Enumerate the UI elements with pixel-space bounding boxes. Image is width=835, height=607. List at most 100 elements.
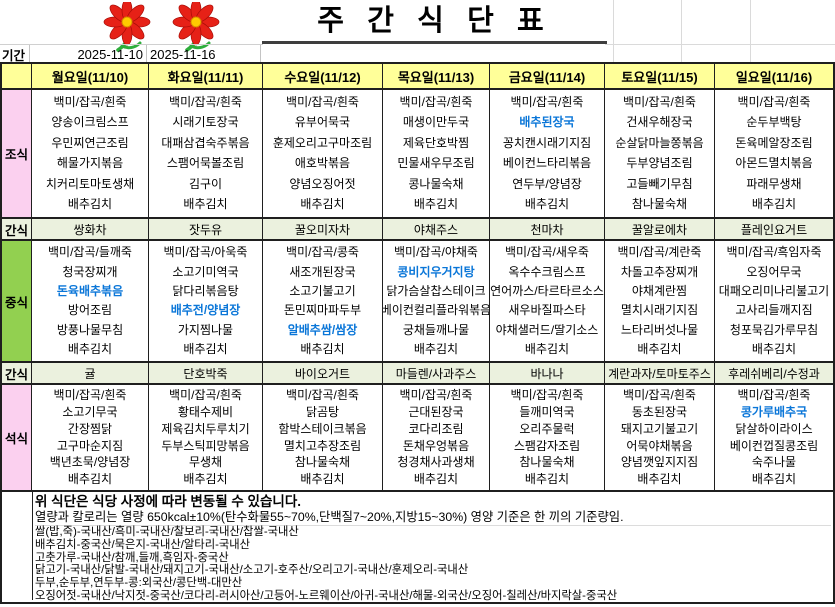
menu-item: 궁채들깨나물: [402, 322, 470, 337]
menu-item: 옥수수크림스프: [508, 264, 586, 279]
row-label: 간식: [2, 363, 32, 385]
menu-item: 참나물숙채: [631, 197, 688, 212]
menu-item: 무생채: [188, 455, 223, 470]
menu-item: 해물가지볶음: [56, 156, 124, 171]
menu-item: 배추김치: [300, 197, 345, 212]
menu-item: 베이컨느타리볶음: [502, 156, 592, 171]
menu-item: 소고기미역국: [172, 264, 239, 279]
menu-item: 백미/잡곡/흰죽: [737, 388, 811, 403]
menu-item: 황태수제비: [177, 404, 234, 419]
row-label: 조식: [2, 90, 32, 219]
table-corner-cell: [2, 64, 32, 90]
menu-cell: 백미/잡곡/흰죽 닭곰탕 함박스테이크볶음 멸치고추장조림 참나물숙채 배추김치: [263, 385, 383, 492]
menu-cell: 백미/잡곡/흰죽 매생이만두국 제육단호박찜 민물새우무조림 콩나물숙채 배추김치: [383, 90, 490, 219]
menu-item: 동초된장국: [631, 404, 688, 419]
menu-cell: 백미/잡곡/들깨죽 청국장찌개 돈육배추볶음 방어조림 방풍나물무침 배추김치: [32, 241, 149, 363]
gridline: [605, 44, 835, 45]
menu-item: 고들빼기무침: [626, 176, 693, 191]
menu-item: 야채샐러드/딸기소스: [495, 322, 599, 337]
menu-cell: 백미/잡곡/흰죽 들깨미역국 오리주물럭 스팸감자조림 참나물숙채 배추김치: [490, 385, 605, 492]
menu-item: 배추김치: [524, 197, 570, 212]
menu-item: 배추전/양념장: [170, 303, 241, 318]
origin-list: 쌀(밥,죽)-국내산/흑미-국내산/찰보리-국내산/찹쌀-국내산 배추김치-중국산…: [35, 526, 833, 603]
period-start-date: 2025-11-10: [30, 45, 147, 63]
menu-item: 백미/잡곡/흰죽: [53, 94, 127, 109]
menu-item: 양송이크림스프: [51, 115, 129, 130]
menu-item: 순살닭마늘쫑볶음: [615, 135, 704, 150]
origin-line: 두부,순두부,연두부-콩:외국산/콩단백-대만산: [35, 577, 243, 590]
menu-item: 두부양념조림: [626, 156, 693, 171]
menu-item: 배추김치: [413, 472, 459, 487]
menu-item: 닭곰탕: [305, 404, 340, 419]
menu-item: 시래기토장국: [172, 115, 239, 130]
menu-item: 방풍나물무침: [56, 322, 124, 337]
nutrition-text: 열량과 칼로리는 열량 650kcal±10%(탄수화물55~70%,단백질7~…: [35, 510, 831, 526]
snack-cell: 바나나: [490, 363, 605, 385]
menu-item: 야채계란찜: [631, 284, 688, 299]
label-column-divider: [32, 492, 33, 600]
origin-line: 쌀(밥,죽)-국내산/흑미-국내산/찰보리-국내산/찹쌀-국내산: [35, 526, 299, 538]
snack-cell: 꿀알로에차: [605, 219, 715, 241]
menu-cell: 백미/잡곡/야채죽 콩비지우거지탕 닭가슴살찹스테이크 베이컨컬리플라워볶음 궁채들깨나…: [383, 241, 490, 363]
menu-item: 간장찜닭: [67, 421, 113, 436]
menu-item: 닭다리볶음탕: [172, 284, 239, 299]
menu-item: 청경채사과생채: [397, 455, 475, 470]
menu-item: 백미/잡곡/흰죽: [399, 94, 473, 109]
menu-item: 배추김치: [637, 472, 682, 487]
menu-item: 백미/잡곡/흰죽: [169, 388, 242, 403]
menu-item: 연두부/양념장: [512, 176, 582, 191]
menu-item: 청포묵김가루무침: [729, 322, 819, 337]
menu-item: 오리주물럭: [519, 421, 575, 436]
menu-item: 백미/잡곡/흰죽: [399, 388, 473, 403]
snack-cell: 계란과자/토마토주스: [605, 363, 715, 385]
menu-item: 배추김치: [183, 197, 228, 212]
origin-line: 닭고기-국내산/닭발-국내산/돼지고기-국내산/소고기-호주산/오리고기-국내산…: [35, 564, 469, 577]
menu-item: 참나물숙채: [519, 455, 575, 470]
page-title: 주 간 식 단 표: [262, 0, 607, 44]
menu-item: 돈민찌마파두부: [283, 303, 362, 318]
origin-line: 고춧가루-국내산/참깨,들깨,흑임자-중국산: [35, 551, 229, 564]
menu-item: 어묵야채볶음: [626, 438, 693, 453]
menu-item: 배추김치: [524, 472, 570, 487]
menu-item: 멸치고추장조림: [283, 438, 362, 453]
menu-item: 소고기불고기: [289, 284, 356, 299]
menu-item: 백미/잡곡/흰죽: [510, 388, 584, 403]
menu-item: 매생이만두국: [402, 115, 470, 130]
menu-item: 백미/잡곡/흰죽: [286, 94, 359, 109]
menu-item: 백미/잡곡/흰죽: [169, 94, 242, 109]
menu-item: 백미/잡곡/흑임자죽: [726, 245, 822, 260]
menu-item: 함박스테이크볶음: [278, 421, 367, 436]
menu-item: 제육단호박찜: [402, 135, 470, 150]
menu-item: 김구이: [188, 176, 223, 191]
menu-item: 닭가슴살찹스테이크: [386, 284, 486, 299]
menu-cell: 백미/잡곡/흰죽 콩가루배추국 닭살하이라이스 베이컨껍질콩조림 숙주나물 배추김치: [715, 385, 833, 492]
menu-item: 대패삼겹숙주볶음: [161, 135, 250, 150]
menu-item: 배추김치: [413, 197, 459, 212]
menu-table-frame: 월요일(11/10) 화요일(11/11) 수요일(11/12) 목요일(11/13)…: [0, 62, 835, 604]
period-row: 기간 2025-11-10 2025-11-16: [0, 44, 263, 63]
menu-item: 배추김치: [67, 342, 113, 356]
menu-item: 코다리조림: [408, 421, 464, 436]
menu-item: 배추김치: [413, 342, 459, 356]
menu-item: 민물새우무조림: [397, 156, 475, 171]
menu-item: 소고기무국: [62, 404, 118, 419]
menu-item: 방어조림: [67, 303, 113, 318]
menu-item: 스팸어묵볼조림: [166, 156, 245, 171]
menu-item: 백미/잡곡/흰죽: [737, 94, 811, 109]
menu-item: 백미/잡곡/아욱죽: [163, 245, 248, 260]
menu-item: 참나물숙채: [294, 455, 351, 470]
menu-item: 근대된장국: [408, 404, 464, 419]
menu-item: 돈육메알장조림: [735, 135, 813, 150]
menu-cell: 백미/잡곡/계란죽 차돌고추장찌개 야채계란찜 멸치시래기지짐 느타리버섯나물 배추김치: [605, 241, 715, 363]
menu-item: 들깨미역국: [519, 404, 575, 419]
day-header: 목요일(11/13): [383, 64, 490, 90]
menu-item: 가지찜나물: [177, 322, 234, 337]
menu-item: 우민찌연근조림: [51, 135, 129, 150]
menu-item: 백미/잡곡/들깨죽: [48, 245, 132, 260]
menu-item: 새조개된장국: [289, 264, 356, 279]
origin-line: 오징어젓-국내산/낙지젓-중국산/코다리-러시아산/고등어-노르웨이산/아귀-국…: [35, 589, 618, 602]
menu-item: 알배추쌈/쌈장: [287, 322, 358, 337]
menu-item: 유부어묵국: [294, 115, 351, 130]
menu-item: 배추김치: [183, 472, 228, 487]
